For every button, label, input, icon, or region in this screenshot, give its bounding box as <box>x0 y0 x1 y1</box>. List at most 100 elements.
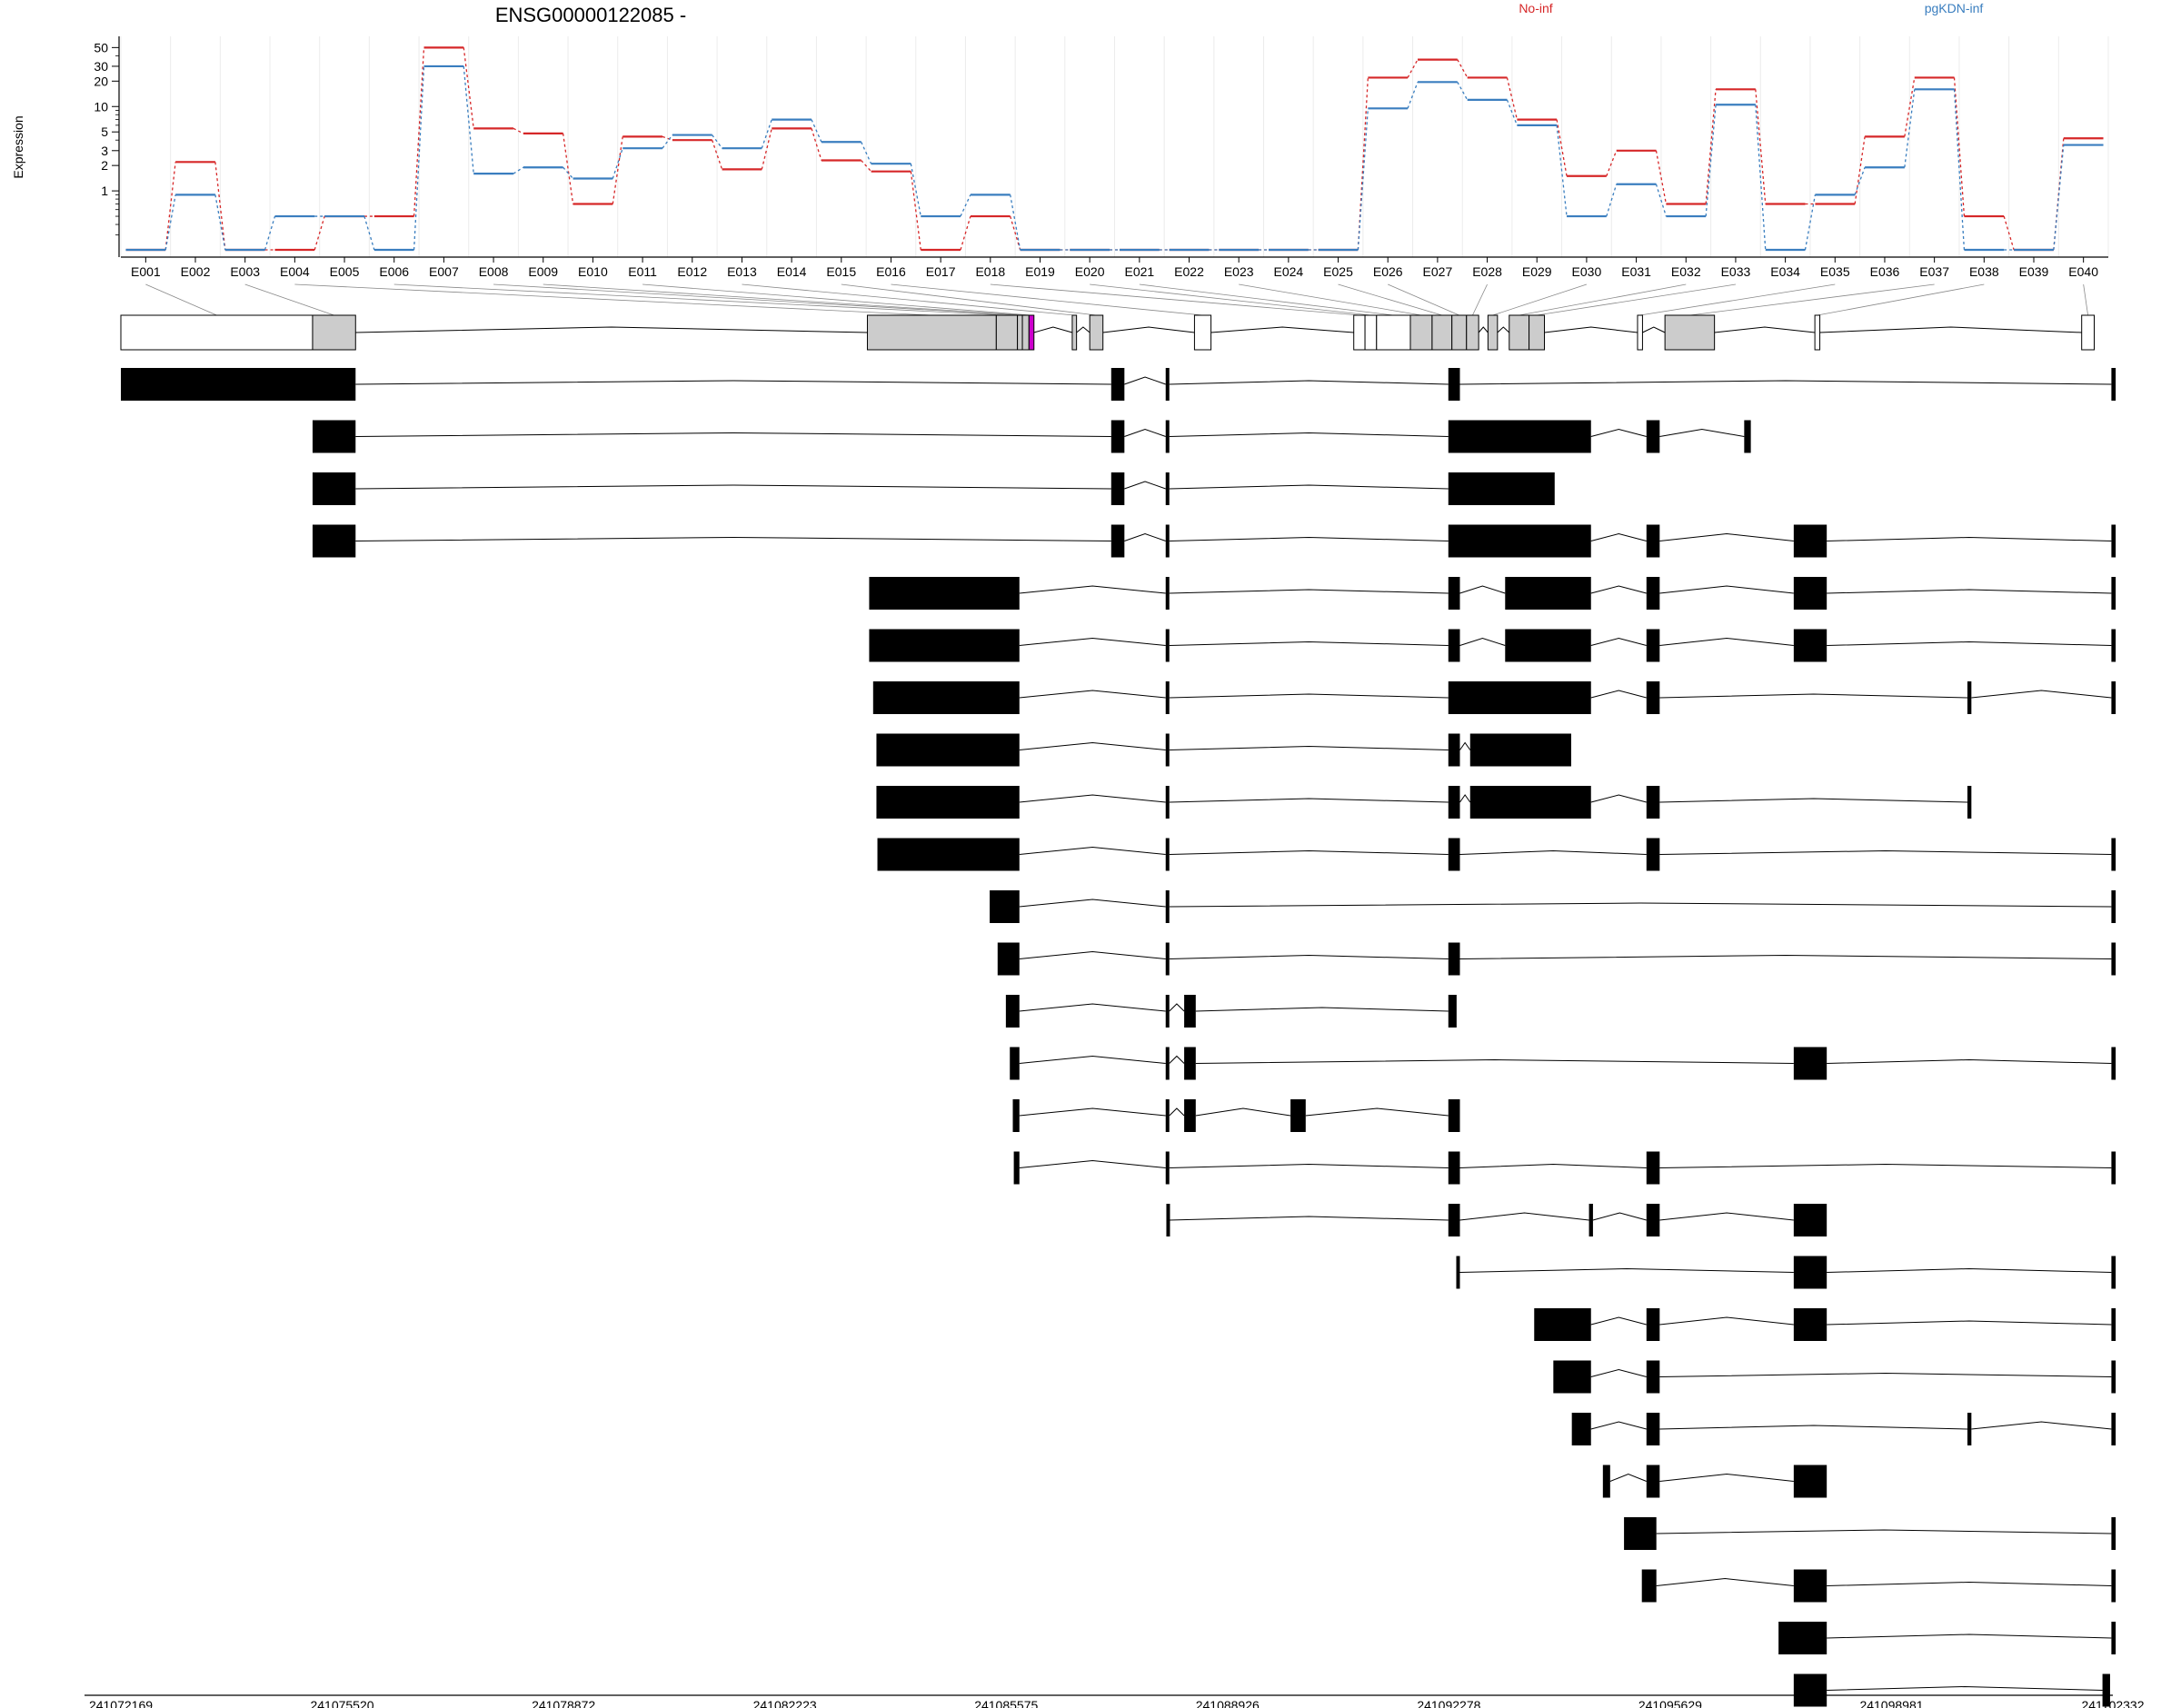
transcript-exon <box>1469 786 1591 819</box>
series-connector <box>463 65 474 174</box>
transcript-exon <box>1448 1151 1460 1185</box>
transcript-intron <box>1659 1425 1967 1430</box>
transcript-exon <box>312 420 356 453</box>
transcript-exon <box>1793 1308 1827 1341</box>
genomic-tick-label: 241092278 <box>1417 1698 1480 1708</box>
transcript-exon <box>1184 1099 1196 1132</box>
transcript-intron <box>1592 1212 1647 1221</box>
transcript-intron <box>1659 585 1794 594</box>
transcript-intron <box>1659 798 1967 803</box>
transcript-intron <box>1971 690 2112 699</box>
model-exon <box>1637 314 1643 351</box>
transcript-tracks <box>121 368 2116 1707</box>
exon-mapping-line <box>294 283 932 316</box>
series-connector <box>1506 99 1518 126</box>
model-exon <box>1089 314 1104 351</box>
series-connector <box>1854 166 1866 195</box>
series-connector <box>761 128 772 170</box>
series-connector <box>1804 194 1817 251</box>
transcript-exon <box>1793 524 1827 558</box>
exon-bin-label: E017 <box>926 264 956 279</box>
exon-bin-label: E018 <box>975 264 1005 279</box>
exon-mapping-line <box>1689 283 1935 316</box>
transcript-exon <box>1646 838 1660 871</box>
transcript-exon <box>1571 1413 1591 1445</box>
transcript-intron <box>1019 1003 1166 1012</box>
exon-bin-label: E003 <box>230 264 260 279</box>
series-connector <box>1506 77 1519 120</box>
transcript-intron <box>1019 950 1166 959</box>
transcript-intron <box>1169 484 1449 490</box>
genomic-tick-label: 241102332 <box>2081 1698 2144 1708</box>
transcript-exon <box>1646 1308 1660 1341</box>
exon-mapping-line <box>1338 283 1442 316</box>
transcript-intron <box>1169 432 1449 437</box>
transcript-exon <box>1448 1204 1460 1236</box>
model-exon <box>1028 314 1035 351</box>
exon-bin-label: E008 <box>479 264 509 279</box>
model-intron <box>1033 326 1073 333</box>
series-connector <box>1904 89 1916 168</box>
transcript-exon <box>2111 1622 2116 1654</box>
series-connector <box>513 127 524 134</box>
transcript-exon <box>2111 838 2116 871</box>
transcript-exon <box>1448 472 1555 505</box>
model-intron <box>1076 326 1090 333</box>
transcript-exon <box>2102 1673 2110 1707</box>
transcript-exon <box>2111 368 2116 401</box>
model-exon <box>1814 314 1821 351</box>
transcript-exon <box>1967 786 1972 819</box>
transcript-exon <box>2111 1517 2116 1550</box>
transcript-intron <box>1827 1685 2103 1691</box>
transcript-exon <box>876 733 1020 767</box>
model-intron <box>1642 326 1666 333</box>
transcript-exon <box>1448 629 1460 662</box>
transcript-exon <box>1793 1047 1827 1080</box>
exon-bin-label: E023 <box>1224 264 1254 279</box>
transcript-exon <box>1165 995 1170 1028</box>
model-exon <box>120 314 314 351</box>
transcript-intron <box>1195 1058 1794 1064</box>
y-tick-label: 1 <box>101 184 108 198</box>
transcript-intron <box>1827 589 2112 594</box>
transcript-exon <box>1641 1569 1657 1603</box>
exon-bin-label: E012 <box>677 264 707 279</box>
series-connector <box>811 119 822 143</box>
exon-bin-label: E010 <box>578 264 608 279</box>
model-intron <box>1210 326 1354 333</box>
y-axis-label: Expression <box>11 115 25 178</box>
exon-bin-label: E038 <box>1969 264 1999 279</box>
transcript-intron <box>1827 1581 2112 1586</box>
model-exon <box>1193 314 1212 351</box>
transcript-intron <box>1459 637 1506 646</box>
model-exon <box>1451 314 1468 351</box>
transcript-exon <box>2111 1256 2116 1289</box>
transcript-exon <box>1448 786 1460 819</box>
exon-mapping-line <box>1472 283 1488 316</box>
exon-mapping-line <box>2083 283 2088 316</box>
transcript-exon <box>1646 681 1660 714</box>
transcript-exon <box>1165 368 1170 401</box>
transcript-intron <box>1971 1421 2112 1430</box>
series-connector <box>1010 194 1021 251</box>
transcript-intron <box>1827 640 2112 646</box>
transcript-exon <box>1534 1308 1591 1341</box>
series-connector <box>1953 77 1966 217</box>
plot-grid <box>120 36 2109 257</box>
genomic-tick-label: 241072169 <box>89 1698 153 1708</box>
model-intron <box>1102 326 1195 333</box>
transcript-exon <box>1448 733 1460 767</box>
transcript-exon <box>1012 1099 1020 1132</box>
transcript-exon <box>1165 681 1170 714</box>
exon-bin-label: E006 <box>379 264 409 279</box>
transcript-exon <box>1505 577 1591 610</box>
model-intron <box>1544 326 1638 333</box>
series-connector <box>2003 215 2015 251</box>
transcript-exon <box>1184 995 1196 1028</box>
series-connector <box>364 215 375 251</box>
exon-bin-label: E024 <box>1274 264 1304 279</box>
transcript-exon <box>1646 1413 1660 1445</box>
transcript-intron <box>1019 741 1166 750</box>
genomic-tick-label: 241085575 <box>974 1698 1038 1708</box>
exon-mapping-line <box>990 283 1359 316</box>
